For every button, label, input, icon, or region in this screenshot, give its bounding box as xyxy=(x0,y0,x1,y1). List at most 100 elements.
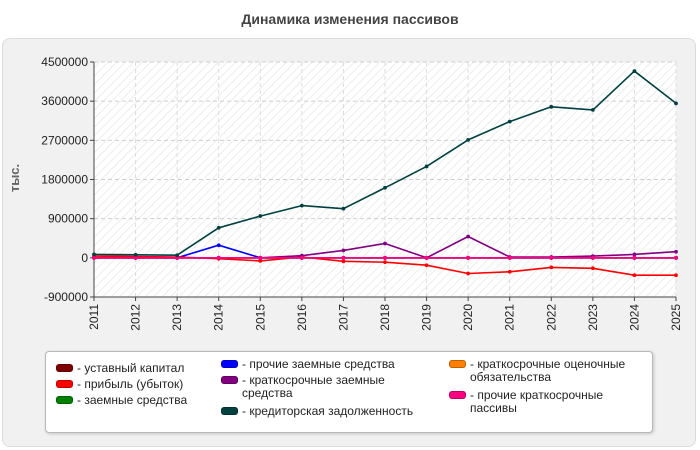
data-point xyxy=(632,69,637,74)
data-point xyxy=(341,248,346,253)
data-point xyxy=(133,255,138,260)
legend-swatch xyxy=(221,360,238,368)
legend-label: - краткосрочные заемные средства xyxy=(242,373,385,400)
data-point xyxy=(341,255,346,260)
legend-item[interactable]: - уставный капитал xyxy=(56,362,216,375)
data-point xyxy=(674,255,678,260)
x-tick-label: 2015 xyxy=(253,304,267,331)
data-point xyxy=(133,252,138,257)
legend-item[interactable]: - краткосрочные оценочные обязательства xyxy=(449,358,649,384)
legend-swatch xyxy=(56,364,73,372)
legend-label: - уставный капитал xyxy=(77,361,185,375)
legend-swatch xyxy=(56,380,73,388)
data-point xyxy=(507,255,512,260)
x-tick-label: 2024 xyxy=(627,304,641,331)
data-point xyxy=(258,214,263,218)
data-point xyxy=(258,258,263,263)
data-point xyxy=(299,203,304,208)
data-point xyxy=(466,255,471,260)
y-axis-label: тыс. xyxy=(7,164,22,192)
data-point xyxy=(466,137,471,142)
legend-swatch xyxy=(56,396,73,404)
x-tick-label: 2023 xyxy=(586,304,600,331)
data-point xyxy=(175,255,180,260)
data-point xyxy=(216,225,221,230)
x-tick-label: 2016 xyxy=(295,304,309,331)
data-point xyxy=(507,269,512,274)
series-layer xyxy=(92,69,678,278)
data-point xyxy=(383,241,387,246)
data-point xyxy=(590,107,595,112)
data-point xyxy=(632,252,637,257)
legend-label: - краткосрочные оценочные обязательства xyxy=(470,357,626,384)
legend-label: - кредиторская задолженность xyxy=(242,404,414,418)
y-tick-label: 4500000 xyxy=(41,55,88,69)
data-point xyxy=(549,265,554,270)
data-point xyxy=(466,271,471,276)
y-tick-label: 0 xyxy=(81,251,88,265)
legend-swatch xyxy=(449,360,466,368)
x-tick-labels: 2011 2012 2013 2014 2015 2016 2017 2018 2019 2020… xyxy=(87,304,683,331)
data-point xyxy=(383,185,387,190)
data-point xyxy=(216,255,221,260)
legend-label: - заемные средства xyxy=(77,393,188,407)
data-point xyxy=(424,263,429,268)
data-point xyxy=(216,243,221,248)
legend-item[interactable]: - заемные средства xyxy=(56,394,216,407)
legend-label: - прочие краткосрочные пассивы xyxy=(470,388,604,415)
data-point xyxy=(383,260,387,265)
data-point xyxy=(383,255,387,260)
y-tick-label: 3600000 xyxy=(41,94,88,108)
data-point xyxy=(466,234,471,239)
chart-title: Динамика изменения пассивов xyxy=(241,11,459,27)
legend-swatch xyxy=(221,376,238,384)
legend-swatch xyxy=(449,391,466,399)
data-point xyxy=(549,255,554,260)
y-tick-label: -900000 xyxy=(44,290,88,304)
data-point xyxy=(632,255,637,260)
data-point xyxy=(175,253,180,258)
series-7 xyxy=(92,255,678,260)
x-tick-label: 2021 xyxy=(503,304,517,331)
legend: - уставный капитал - прибыль (убыток) - … xyxy=(45,351,653,433)
data-point xyxy=(632,273,637,278)
legend-item[interactable]: - краткосрочные заемные средства xyxy=(221,374,421,400)
x-tick-label: 2019 xyxy=(420,304,434,331)
series-5 xyxy=(92,69,678,258)
data-point xyxy=(299,255,304,260)
x-tick-label: 2020 xyxy=(461,304,475,331)
data-point xyxy=(341,206,346,211)
data-point xyxy=(424,255,429,260)
legend-item[interactable]: - прочие краткосрочные пассивы xyxy=(449,389,649,415)
legend-item[interactable]: - прибыль (убыток) xyxy=(56,378,216,391)
legend-swatch xyxy=(221,407,238,415)
x-tick-label: 2014 xyxy=(212,304,226,331)
data-point xyxy=(92,252,96,257)
x-tick-label: 2018 xyxy=(378,304,392,331)
legend-item[interactable]: - кредиторская задолженность xyxy=(221,405,451,418)
data-point xyxy=(590,255,595,260)
y-tick-label: 1800000 xyxy=(41,173,88,187)
data-point xyxy=(507,119,512,124)
data-point xyxy=(674,273,678,278)
x-tick-label: 2012 xyxy=(129,304,143,331)
y-tick-label: 2700000 xyxy=(41,133,88,147)
legend-label: - прочие заемные средства xyxy=(242,357,395,371)
data-point xyxy=(258,255,263,260)
data-point xyxy=(341,259,346,264)
x-tick-label: 2017 xyxy=(336,304,350,331)
x-tick-label: 2022 xyxy=(544,304,558,331)
y-tick-label: 900000 xyxy=(48,212,88,226)
x-tick-label: 2025 xyxy=(669,304,683,331)
data-point xyxy=(590,266,595,271)
x-tick-label: 2011 xyxy=(87,304,101,330)
data-point xyxy=(674,249,678,254)
data-point xyxy=(674,101,678,106)
data-point xyxy=(92,255,96,260)
y-tick-labels: -900000 0 900000 1800000 2700000 3600000 45000… xyxy=(41,55,88,304)
legend-item[interactable]: - прочие заемные средства xyxy=(221,358,431,371)
data-point xyxy=(549,104,554,109)
x-tick-label: 2013 xyxy=(170,304,184,331)
legend-label: - прибыль (убыток) xyxy=(77,377,184,391)
